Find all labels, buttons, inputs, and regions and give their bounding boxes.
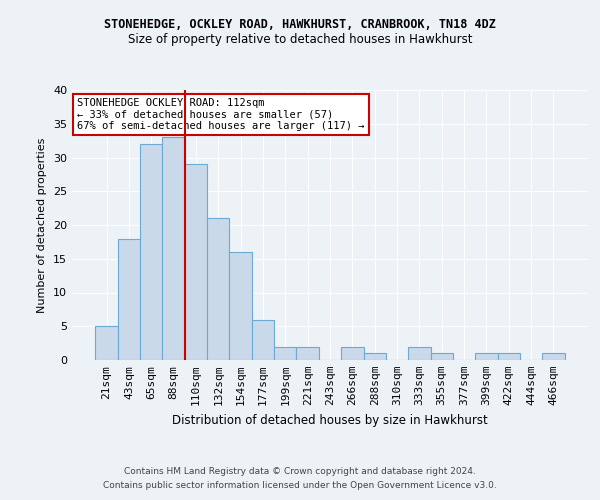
Text: Contains public sector information licensed under the Open Government Licence v3: Contains public sector information licen… xyxy=(103,481,497,490)
Bar xyxy=(163,137,185,360)
Bar xyxy=(296,346,319,360)
Bar xyxy=(542,353,565,360)
Bar xyxy=(229,252,252,360)
Bar xyxy=(118,238,140,360)
Bar xyxy=(341,346,364,360)
X-axis label: Distribution of detached houses by size in Hawkhurst: Distribution of detached houses by size … xyxy=(172,414,488,426)
Bar xyxy=(364,353,386,360)
Bar xyxy=(497,353,520,360)
Text: Size of property relative to detached houses in Hawkhurst: Size of property relative to detached ho… xyxy=(128,32,472,46)
Y-axis label: Number of detached properties: Number of detached properties xyxy=(37,138,47,312)
Text: Contains HM Land Registry data © Crown copyright and database right 2024.: Contains HM Land Registry data © Crown c… xyxy=(124,467,476,476)
Bar xyxy=(274,346,296,360)
Bar xyxy=(475,353,497,360)
Bar xyxy=(185,164,207,360)
Bar xyxy=(207,218,229,360)
Text: STONEHEDGE, OCKLEY ROAD, HAWKHURST, CRANBROOK, TN18 4DZ: STONEHEDGE, OCKLEY ROAD, HAWKHURST, CRAN… xyxy=(104,18,496,30)
Bar xyxy=(252,320,274,360)
Bar xyxy=(431,353,453,360)
Bar xyxy=(95,326,118,360)
Bar xyxy=(408,346,431,360)
Text: STONEHEDGE OCKLEY ROAD: 112sqm
← 33% of detached houses are smaller (57)
67% of : STONEHEDGE OCKLEY ROAD: 112sqm ← 33% of … xyxy=(77,98,365,132)
Bar xyxy=(140,144,163,360)
